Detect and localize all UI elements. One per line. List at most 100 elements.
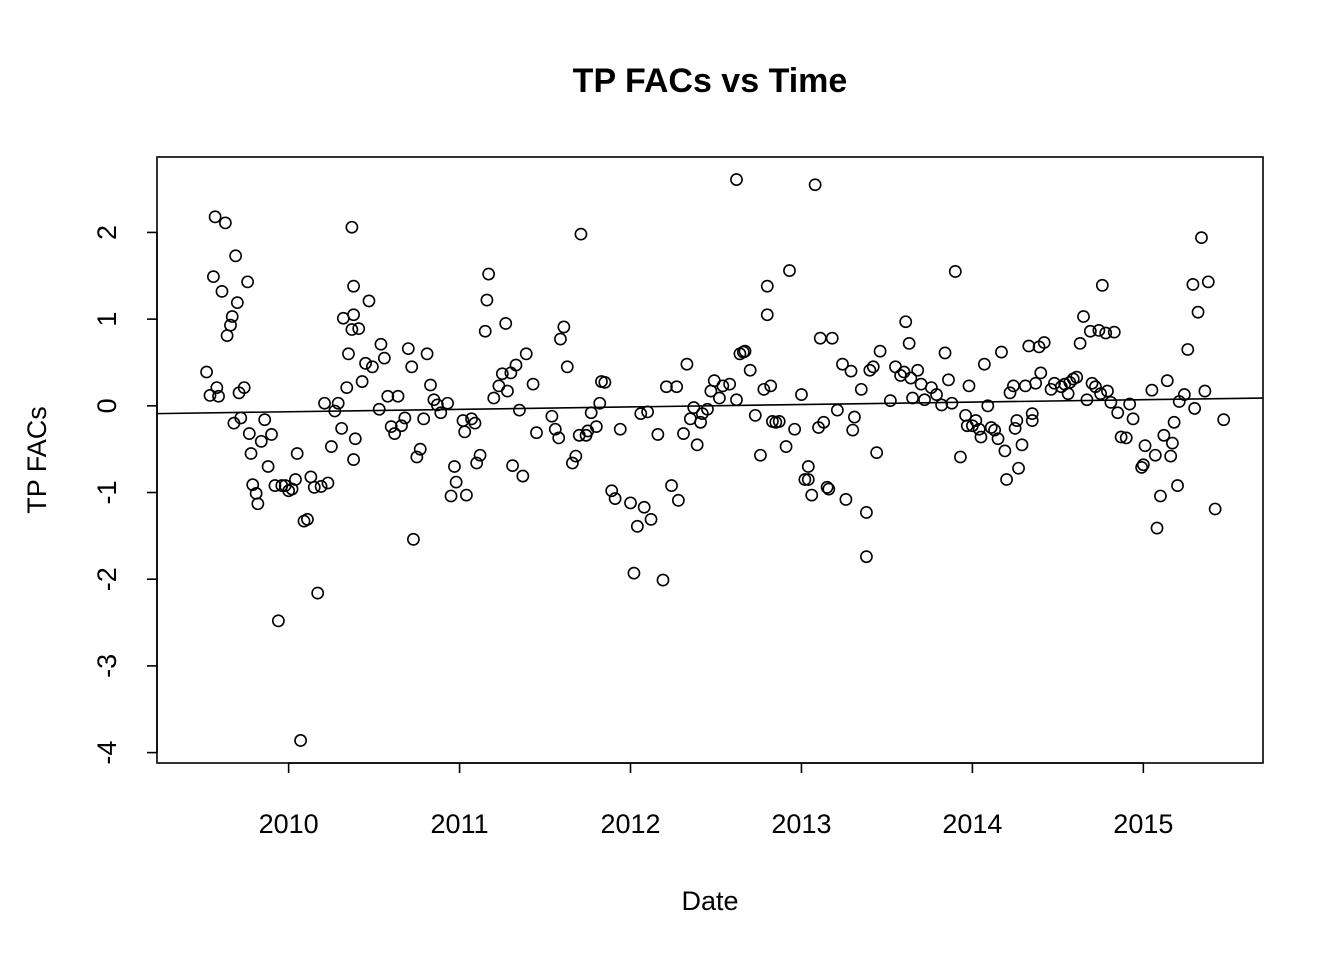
data-point [203,389,217,402]
data-point [589,420,603,434]
data-point [388,427,402,440]
data-point [548,422,562,436]
data-point [805,488,819,502]
data-point [1171,479,1184,492]
data-point [954,450,967,464]
data-point [1135,460,1149,474]
data-point [772,415,786,428]
y-tick-label: 0 [92,398,122,413]
data-point [335,421,349,435]
data-point [969,414,983,427]
data-point [398,411,412,425]
data-point [1150,521,1164,535]
y-tick-label: 2 [92,225,122,240]
data-point [846,423,860,437]
data-point [482,267,496,281]
data-point [783,264,796,277]
x-tick-label: 2015 [1113,809,1173,839]
data-point [237,381,251,395]
data-point [448,460,461,473]
data-point [598,376,612,389]
data-point [1048,376,1061,390]
data-point [545,409,559,423]
y-tick-label: -2 [92,567,122,591]
data-point [395,419,408,433]
data-point [836,357,849,371]
data-point [977,357,991,371]
data-point [391,389,405,403]
data-point [413,442,427,456]
data-point [261,460,275,473]
data-point [870,446,884,460]
data-point [526,377,540,391]
data-point [340,381,354,395]
data-point [208,210,222,224]
data-point [289,473,302,486]
data-point [873,344,887,358]
data-point [314,480,328,493]
x-tick-label: 2014 [942,809,1002,839]
data-point [1010,414,1024,427]
data-point [665,479,678,492]
y-axis: -4 -3 -2 -1 0 1 2 [92,225,158,765]
data-point [1126,412,1140,426]
data-point [825,331,839,345]
data-point [1037,336,1051,349]
plot-frame [156,156,1264,764]
data-point [911,363,925,377]
data-point [1022,339,1036,353]
data-point [1138,439,1152,453]
data-point [984,421,998,434]
data-point [630,519,644,533]
data-point [1107,325,1121,339]
data-point [883,394,897,408]
data-point [981,399,995,413]
data-point [1136,458,1150,472]
data-point [730,173,743,186]
data-point [359,356,372,370]
data-point [716,379,730,393]
points-layer [200,173,1231,747]
data-point [552,431,566,445]
data-point [441,396,455,410]
data-point [593,396,607,410]
data-point [760,279,774,293]
data-point [473,448,487,462]
data-point [324,440,338,453]
data-point [1167,415,1181,429]
data-point [1008,421,1022,435]
y-axis-label: TP FACs [22,406,52,514]
data-point [788,422,802,436]
data-point [1003,386,1017,400]
data-point [738,344,752,358]
data-point [1092,323,1106,337]
data-point [935,398,949,412]
data-point [352,322,366,336]
data-point [584,406,598,420]
data-point [268,479,282,492]
data-point [866,360,880,374]
data-point [290,447,304,460]
data-point [945,396,959,410]
data-point [1029,376,1043,390]
data-point [1080,393,1094,407]
data-point [304,470,318,484]
data-point [644,512,658,526]
data-point [501,384,514,398]
y-tick-label: -1 [92,481,122,505]
data-point [1114,430,1128,444]
data-point [1095,278,1109,292]
data-point [478,324,492,338]
data-point [218,216,232,230]
data-point [458,425,472,439]
data-point [860,550,873,564]
data-point [574,227,588,241]
data-point [723,377,737,391]
data-point [605,484,619,498]
data-point [241,275,254,289]
data-point [839,493,853,506]
x-axis: 2010 2011 2012 2013 2014 2015 [259,762,1173,839]
data-point [899,315,913,329]
data-point [1007,379,1020,393]
data-point [1083,324,1097,338]
